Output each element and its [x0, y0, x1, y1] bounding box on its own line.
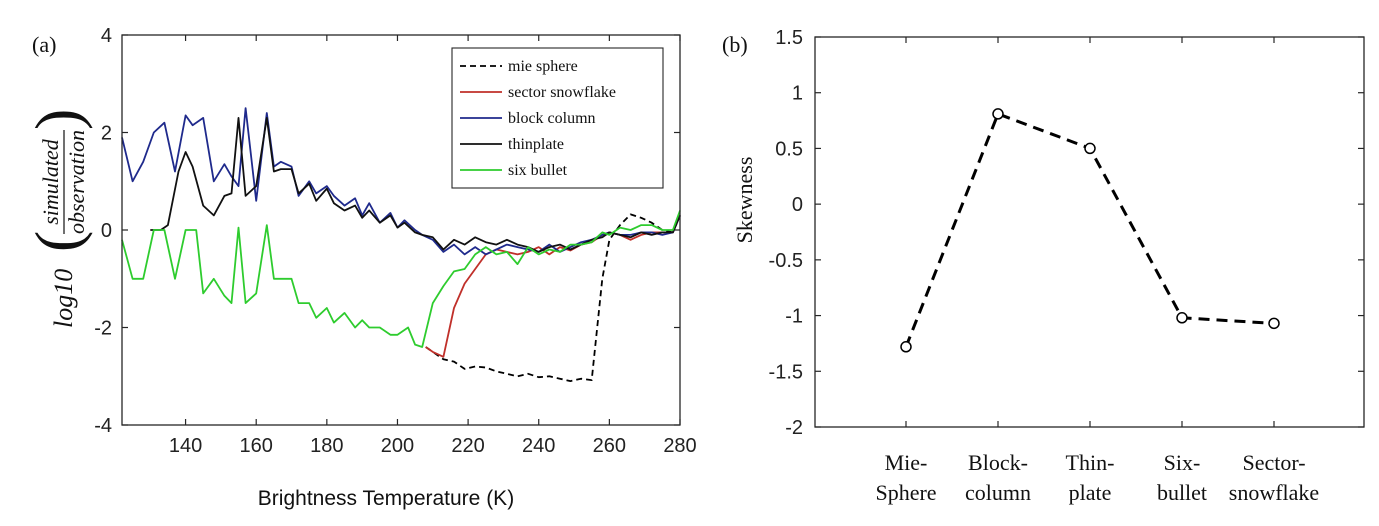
- legend-label: mie sphere: [508, 58, 578, 75]
- series-line-block-column: [121, 107, 681, 256]
- y-tick-label: -1.5: [769, 361, 803, 383]
- y-tick-label: 0: [792, 194, 803, 216]
- y-label-numerator: simulated: [38, 138, 63, 225]
- legend-label: thinplate: [508, 136, 564, 153]
- panel-b-series: [900, 108, 1280, 353]
- panel-a-frame: [121, 34, 681, 426]
- x-tick-label: 200: [381, 435, 414, 457]
- y-tick-label: 4: [101, 25, 112, 47]
- panel-a-label: (a): [32, 32, 56, 57]
- panel-b-y-ticks: 1.5 1 0.5 0 -0.5 -1 -1.5 -2: [769, 27, 1364, 439]
- panel-a: (a) 4 2 0 -2 -4 140 160 180 200 220 240 260 280 Bri…: [22, 25, 697, 510]
- y-tick-label: -0.5: [769, 250, 803, 272]
- y-tick-label: 0: [101, 220, 112, 242]
- x-tick-label: 280: [663, 435, 696, 457]
- y-tick-label: -2: [785, 417, 803, 439]
- x-tick-label: 180: [310, 435, 343, 457]
- y-tick-label: 1: [792, 83, 803, 105]
- series-line-thinplate: [150, 117, 681, 253]
- x-tick-label: 160: [240, 435, 273, 457]
- y-label-denominator: observation: [64, 130, 89, 234]
- y-tick-label: 0.5: [775, 138, 803, 160]
- category-label-line1: Thin-: [1066, 450, 1115, 475]
- panel-b-frame: [814, 36, 1365, 428]
- x-tick-label: 140: [169, 435, 202, 457]
- panel-a-x-ticks: 140 160 180 200 220 240 260 280: [169, 35, 697, 457]
- category-label-line1: Six-: [1164, 450, 1201, 475]
- panel-a-y-axis-label: log10 ( simulated observation ): [22, 109, 93, 328]
- y-label-right-paren: ): [22, 109, 93, 130]
- y-tick-label: -1: [785, 306, 803, 328]
- skewness-point: [1084, 142, 1096, 155]
- y-tick-label: -2: [94, 318, 112, 340]
- legend-label: sector snowflake: [508, 84, 616, 101]
- panel-a-x-axis-label: Brightness Temperature (K): [258, 487, 514, 510]
- skewness-point: [900, 341, 912, 353]
- skewness-point: [1176, 312, 1188, 324]
- category-label-line1: Block-: [968, 450, 1028, 475]
- y-label-prefix: log10: [49, 269, 78, 328]
- category-label-line1: Mie-: [885, 450, 928, 475]
- category-label-line2: column: [965, 480, 1031, 505]
- y-label-left-paren: (: [22, 231, 93, 252]
- panel-a-legend: mie sphere sector snowflake block column th…: [451, 47, 664, 189]
- panel-a-series: [121, 107, 681, 383]
- series-line-mie-sphere: [425, 213, 681, 383]
- x-tick-label: 220: [451, 435, 484, 457]
- category-label-line2: Sphere: [875, 480, 936, 505]
- panel-b: (b) 1.5 1 0.5 0 -0.5 -1 -1.5 -2 Mie- Sphere Block…: [722, 27, 1365, 505]
- y-tick-label: 2: [101, 123, 112, 145]
- category-label-line2: bullet: [1157, 480, 1207, 505]
- legend-label: six bullet: [508, 162, 568, 179]
- legend-label: block column: [508, 110, 596, 127]
- category-label-line2: plate: [1069, 480, 1112, 505]
- series-line-six-bullet: [121, 210, 681, 348]
- y-tick-label: 1.5: [775, 27, 803, 49]
- panel-b-label: (b): [722, 32, 748, 57]
- category-label-line1: Sector-: [1242, 450, 1305, 475]
- panel-b-y-axis-label: Skewness: [732, 157, 757, 244]
- x-tick-label: 240: [522, 435, 555, 457]
- series-line-sector-snowflake: [425, 215, 681, 358]
- x-tick-label: 260: [593, 435, 626, 457]
- panel-b-x-ticks: Mie- Sphere Block-column Thin-plate Six-bull…: [875, 37, 1319, 505]
- y-tick-label: -4: [94, 415, 112, 437]
- skewness-point: [992, 108, 1004, 120]
- category-label-line2: snowflake: [1229, 480, 1319, 505]
- skewness-point: [1268, 317, 1280, 330]
